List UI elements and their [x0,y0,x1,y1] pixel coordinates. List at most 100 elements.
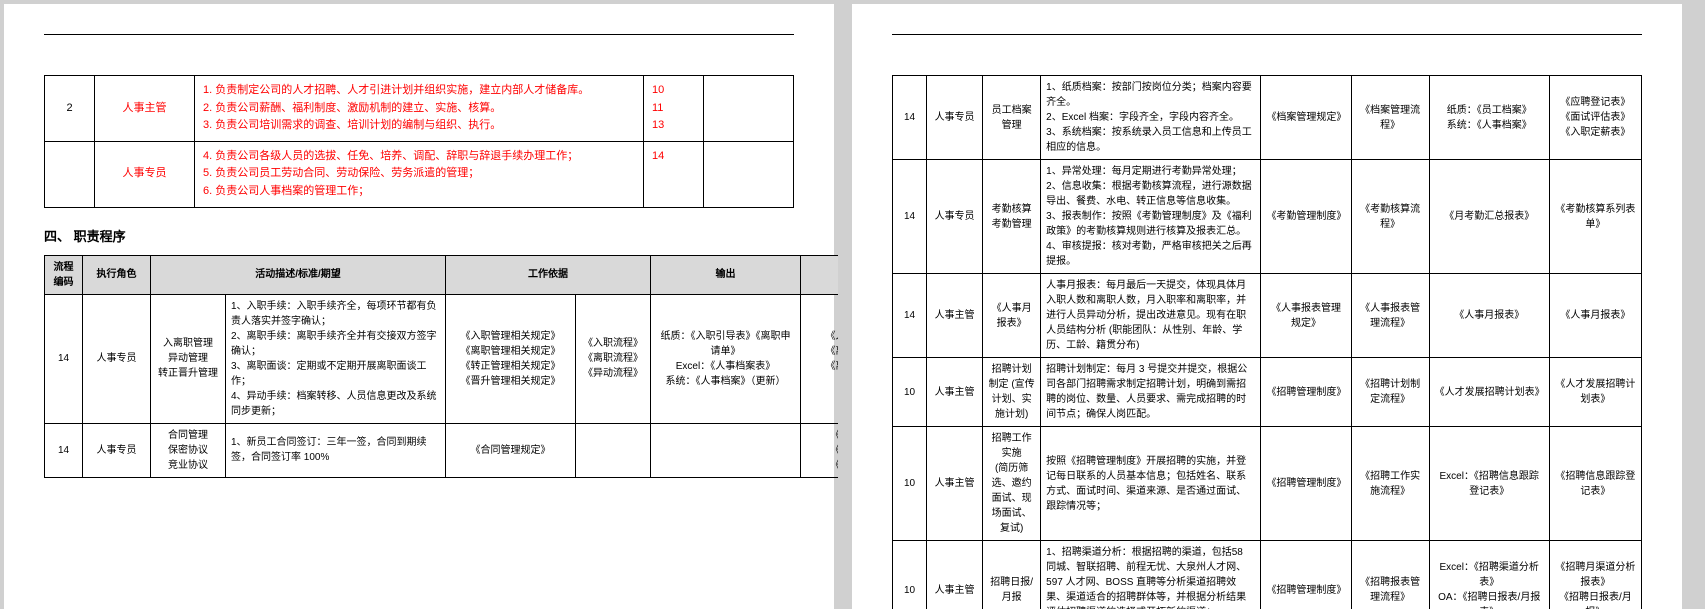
proc-role: 人事专员 [927,76,983,160]
proc-module: 《人事月报表》 [983,274,1041,358]
h-out: 输出 [651,255,801,294]
h-desc: 活动描述/标准/期望 [151,255,446,294]
page-right-wrapper: 14人事专员员工档案管理1、纸质档案：按部门按岗位分类；档案内容要齐全。2、Ex… [848,0,1686,609]
proc-desc: 人事月报表：每月最后一天提交，体现具体月入职人数和离职人数，月入职率和离职率，并… [1041,274,1261,358]
proc-module: 入离职管理异动管理转正晋升管理 [151,294,226,423]
proc-output: Excel：《招聘信息跟踪登记表》 [1429,427,1549,541]
proc-basis: 《考勤管理制度》 [1261,160,1351,274]
proc-basis: 《招聘管理制度》 [1261,358,1351,427]
proc-role: 人事主管 [927,274,983,358]
proc-flow: 《招聘工作实施流程》 [1351,427,1429,541]
resp-codes: 14 [644,141,704,207]
section-heading: 四、 职责程序 [44,226,794,245]
proc-desc: 1、纸质档案：按部门按岗位分类；档案内容要齐全。2、Excel 档案：字段齐全，… [1041,76,1261,160]
proc-role: 人事主管 [927,541,983,609]
proc-code: 10 [893,358,927,427]
resp-extra [704,76,794,142]
proc-flow [576,423,651,477]
proc-desc: 1、异常处理：每月定期进行考勤异常处理；2、信息收集：根据考勤核算流程，进行源数… [1041,160,1261,274]
header-rule [44,34,794,35]
proc-output: 《人才发展招聘计划表》 [1429,358,1549,427]
proc-code: 14 [893,274,927,358]
proc-role: 人事主管 [927,358,983,427]
proc-row: 14人事专员考勤核算考勤管理1、异常处理：每月定期进行考勤异常处理；2、信息收集… [893,160,1642,274]
proc-module: 招聘计划制定 (宣传计划、实施计划) [983,358,1041,427]
proc-forms: 《人事月报表》 [1549,274,1641,358]
proc-flow: 《入职流程》《离职流程》《异动流程》 [576,294,651,423]
h-basis: 工作依据 [446,255,651,294]
proc-output: 《人事月报表》 [1429,274,1549,358]
proc-role: 人事主管 [927,427,983,541]
proc-output: 纸质：《员工档案》系统：《人事档案》 [1429,76,1549,160]
proc-flow: 《招聘计划制定流程》 [1351,358,1429,427]
proc-flow: 《招聘报表管理流程》 [1351,541,1429,609]
proc-header-row: 流程编码 执行角色 活动描述/标准/期望 工作依据 输出 运作表单 [45,255,839,294]
proc-basis: 《招聘管理制度》 [1261,541,1351,609]
proc-desc: 招聘计划制定：每月 3 号提交并提交，根据公司各部门招聘需求制定招聘计划，明确到… [1041,358,1261,427]
proc-forms: 《招聘月渠道分析报表》《招聘日报表/月报》 [1549,541,1641,609]
proc-output: Excel：《招聘渠道分析表》OA：《招聘日报表/月报表》 [1429,541,1549,609]
proc-role: 人事专员 [927,160,983,274]
resp-codes: 101113 [644,76,704,142]
proc-module: 招聘日报/月报 [983,541,1041,609]
resp-num: 2 [45,76,95,142]
proc-row: 10人事主管招聘工作实施(简历筛选、邀约面试、现场面试、复试)按照《招聘管理制度… [893,427,1642,541]
proc-code: 14 [893,160,927,274]
proc-role: 人事专员 [83,294,151,423]
proc-code: 10 [893,427,927,541]
proc-basis: 《入职管理相关规定》《离职管理相关规定》《转正管理相关规定》《晋升管理相关规定》 [446,294,576,423]
procedure-table-left: 流程编码 执行角色 活动描述/标准/期望 工作依据 输出 运作表单 14人事专员… [44,255,838,478]
proc-row: 14人事专员员工档案管理1、纸质档案：按部门按岗位分类；档案内容要齐全。2、Ex… [893,76,1642,160]
proc-row: 10人事主管招聘日报/月报1、招聘渠道分析：根据招聘的渠道，包括58 同城、智联… [893,541,1642,609]
proc-basis: 《合同管理规定》 [446,423,576,477]
resp-num [45,141,95,207]
proc-desc: 1、入职手续：入职手续齐全，每项环节都有负责人落实并签字确认；2、离职手续：离职… [226,294,446,423]
proc-basis: 《档案管理规定》 [1261,76,1351,160]
proc-row: 14人事专员合同管理保密协议竞业协议1、新员工合同签订：三年一签，合同到期续签，… [45,423,839,477]
proc-forms: 《劳动合同》《保密协议》《外训协议》 [801,423,839,477]
procedure-table-right: 14人事专员员工档案管理1、纸质档案：按部门按岗位分类；档案内容要齐全。2、Ex… [892,75,1642,609]
proc-output: 纸质：《入职引导表》《离职申请单》Excel：《人事档案表》系统：《人事档案》（… [651,294,801,423]
resp-role: 人事主管 [95,76,195,142]
h-role: 执行角色 [83,255,151,294]
proc-code: 14 [45,294,83,423]
proc-output: 《月考勤汇总报表》 [1429,160,1549,274]
proc-module: 合同管理保密协议竞业协议 [151,423,226,477]
proc-role: 人事专员 [83,423,151,477]
resp-row: 人事专员4. 负责公司各级人员的选拔、任免、培养、调配、辞职与辞退手续办理工作；… [45,141,794,207]
proc-row: 14人事主管《人事月报表》人事月报表：每月最后一天提交，体现具体月入职人数和离职… [893,274,1642,358]
proc-basis: 《人事报表管理规定》 [1261,274,1351,358]
proc-module: 招聘工作实施(简历筛选、邀约面试、现场面试、复试) [983,427,1041,541]
proc-row: 14人事专员入离职管理异动管理转正晋升管理1、入职手续：入职手续齐全，每项环节都… [45,294,839,423]
proc-basis: 《招聘管理制度》 [1261,427,1351,541]
proc-module: 员工档案管理 [983,76,1041,160]
h-forms: 运作表单 [801,255,839,294]
resp-desc: 4. 负责公司各级人员的选拔、任免、培养、调配、辞职与辞退手续办理工作；5. 负… [195,141,644,207]
proc-forms: 《入职引导表》《离职交接单》《离职面谈表》《调动单》 [801,294,839,423]
proc-output [651,423,801,477]
proc-flow: 《档案管理流程》 [1351,76,1429,160]
page-right: 14人事专员员工档案管理1、纸质档案：按部门按岗位分类；档案内容要齐全。2、Ex… [852,4,1682,609]
proc-flow: 《人事报表管理流程》 [1351,274,1429,358]
header-rule [892,34,1642,35]
proc-desc: 1、招聘渠道分析：根据招聘的渠道，包括58 同城、智联招聘、前程无忧、大泉州人才… [1041,541,1261,609]
proc-forms: 《应聘登记表》《面试评估表》《入职定薪表》 [1549,76,1641,160]
proc-forms: 《招聘信息跟踪登记表》 [1549,427,1641,541]
proc-desc: 按照《招聘管理制度》开展招聘的实施，并登记每日联系的人员基本信息；包括姓名、联系… [1041,427,1261,541]
proc-code: 14 [45,423,83,477]
proc-desc: 1、新员工合同签订：三年一签，合同到期续签，合同签订率 100% [226,423,446,477]
proc-forms: 《考勤核算系列表单》 [1549,160,1641,274]
page-left-wrapper: 2人事主管1. 负责制定公司的人才招聘、人才引进计划并组织实施，建立内部人才储备… [0,0,838,609]
resp-extra [704,141,794,207]
proc-flow: 《考勤核算流程》 [1351,160,1429,274]
resp-desc: 1. 负责制定公司的人才招聘、人才引进计划并组织实施，建立内部人才储备库。2. … [195,76,644,142]
h-code: 流程编码 [45,255,83,294]
proc-forms: 《人才发展招聘计划表》 [1549,358,1641,427]
proc-module: 考勤核算考勤管理 [983,160,1041,274]
proc-row: 10人事主管招聘计划制定 (宣传计划、实施计划)招聘计划制定：每月 3 号提交并… [893,358,1642,427]
resp-role: 人事专员 [95,141,195,207]
page-left: 2人事主管1. 负责制定公司的人才招聘、人才引进计划并组织实施，建立内部人才储备… [4,4,834,609]
proc-code: 14 [893,76,927,160]
responsibility-table: 2人事主管1. 负责制定公司的人才招聘、人才引进计划并组织实施，建立内部人才储备… [44,75,794,208]
proc-code: 10 [893,541,927,609]
